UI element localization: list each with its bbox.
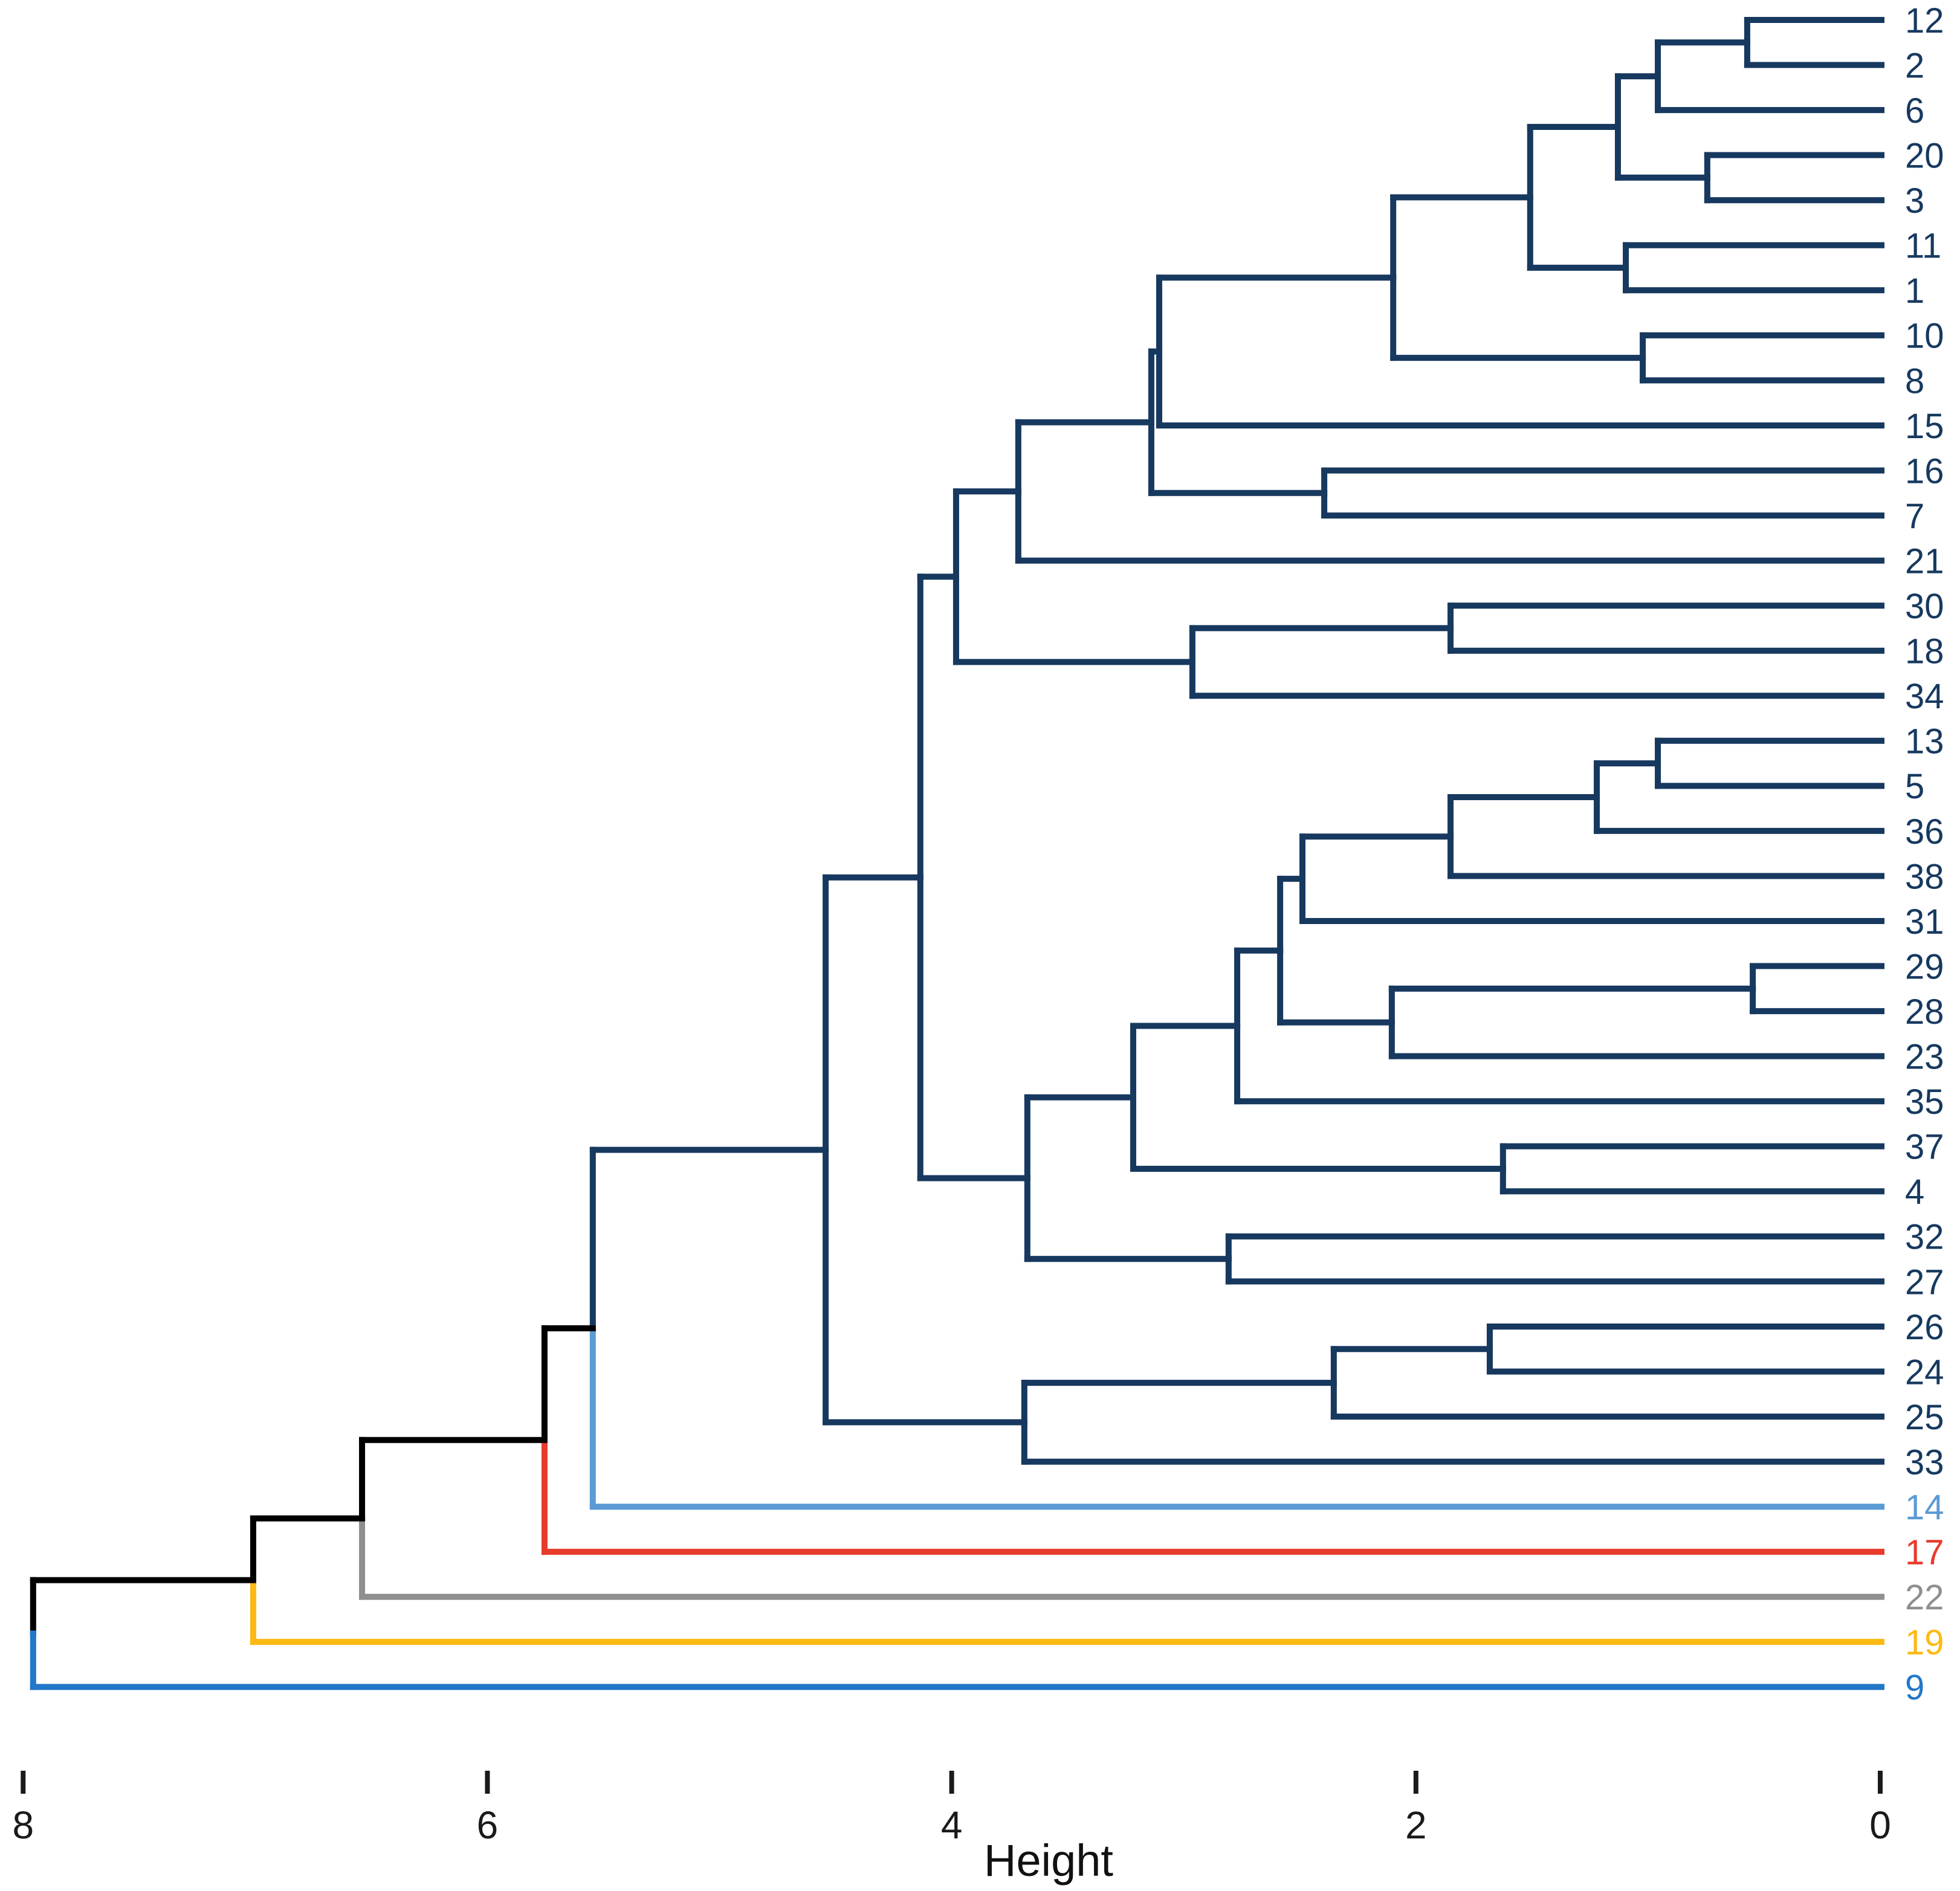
- leaf-label: 32: [1905, 1218, 1944, 1257]
- height-axis: 8 6 4 2 0: [12, 1771, 1891, 1847]
- leaf-label: 14: [1905, 1488, 1944, 1527]
- leaf-label: 34: [1905, 677, 1944, 716]
- leaf-label: 15: [1905, 407, 1944, 446]
- leaf-label: 25: [1905, 1398, 1944, 1437]
- leaf-label: 17: [1905, 1533, 1944, 1573]
- leaf-label: 3: [1905, 181, 1924, 221]
- leaf-label: 8: [1905, 361, 1924, 401]
- leaf-label: 6: [1905, 91, 1924, 131]
- leaf-label: 19: [1905, 1623, 1944, 1663]
- leaf-label: 27: [1905, 1262, 1944, 1302]
- leaf-label: 33: [1905, 1443, 1944, 1482]
- leaf-label: 4: [1905, 1172, 1924, 1212]
- leaf-label: 21: [1905, 541, 1944, 581]
- leaf-label: 10: [1905, 317, 1944, 356]
- leaf-label: 28: [1905, 992, 1944, 1032]
- leaf-label: 9: [1905, 1668, 1924, 1707]
- axis-tick-label: 0: [1869, 1803, 1891, 1847]
- leaf-label: 22: [1905, 1578, 1944, 1617]
- leaf-label: 23: [1905, 1038, 1944, 1077]
- leaf-label: 18: [1905, 632, 1944, 671]
- leaf-label: 5: [1905, 767, 1924, 806]
- leaf-label: 35: [1905, 1082, 1944, 1122]
- leaf-label: 20: [1905, 137, 1944, 176]
- leaf-label: 1: [1905, 271, 1924, 311]
- leaf-label: 11: [1905, 227, 1941, 266]
- leaf-label: 7: [1905, 497, 1924, 536]
- x-axis-title: Height: [984, 1835, 1113, 1886]
- leaf-label: 38: [1905, 857, 1944, 896]
- leaf-label: 2: [1905, 46, 1924, 85]
- branch-lines: [30, 17, 1884, 1690]
- axis-tick-label: 8: [12, 1803, 34, 1847]
- axis-tick-label: 4: [941, 1803, 963, 1847]
- leaf-label: 16: [1905, 451, 1944, 491]
- leaf-label: 36: [1905, 812, 1944, 852]
- leaf-label: 30: [1905, 587, 1944, 626]
- leaf-labels: 1226203111108151672130183413536383129282…: [1905, 1, 1944, 1707]
- axis-tick-label: 6: [477, 1803, 499, 1847]
- leaf-label: 31: [1905, 902, 1944, 942]
- axis-tick-label: 2: [1405, 1803, 1427, 1847]
- leaf-label: 29: [1905, 947, 1944, 986]
- leaf-label: 12: [1905, 1, 1944, 40]
- leaf-label: 24: [1905, 1353, 1944, 1392]
- leaf-label: 37: [1905, 1128, 1944, 1167]
- leaf-label: 26: [1905, 1308, 1944, 1347]
- leaf-label: 13: [1905, 722, 1944, 761]
